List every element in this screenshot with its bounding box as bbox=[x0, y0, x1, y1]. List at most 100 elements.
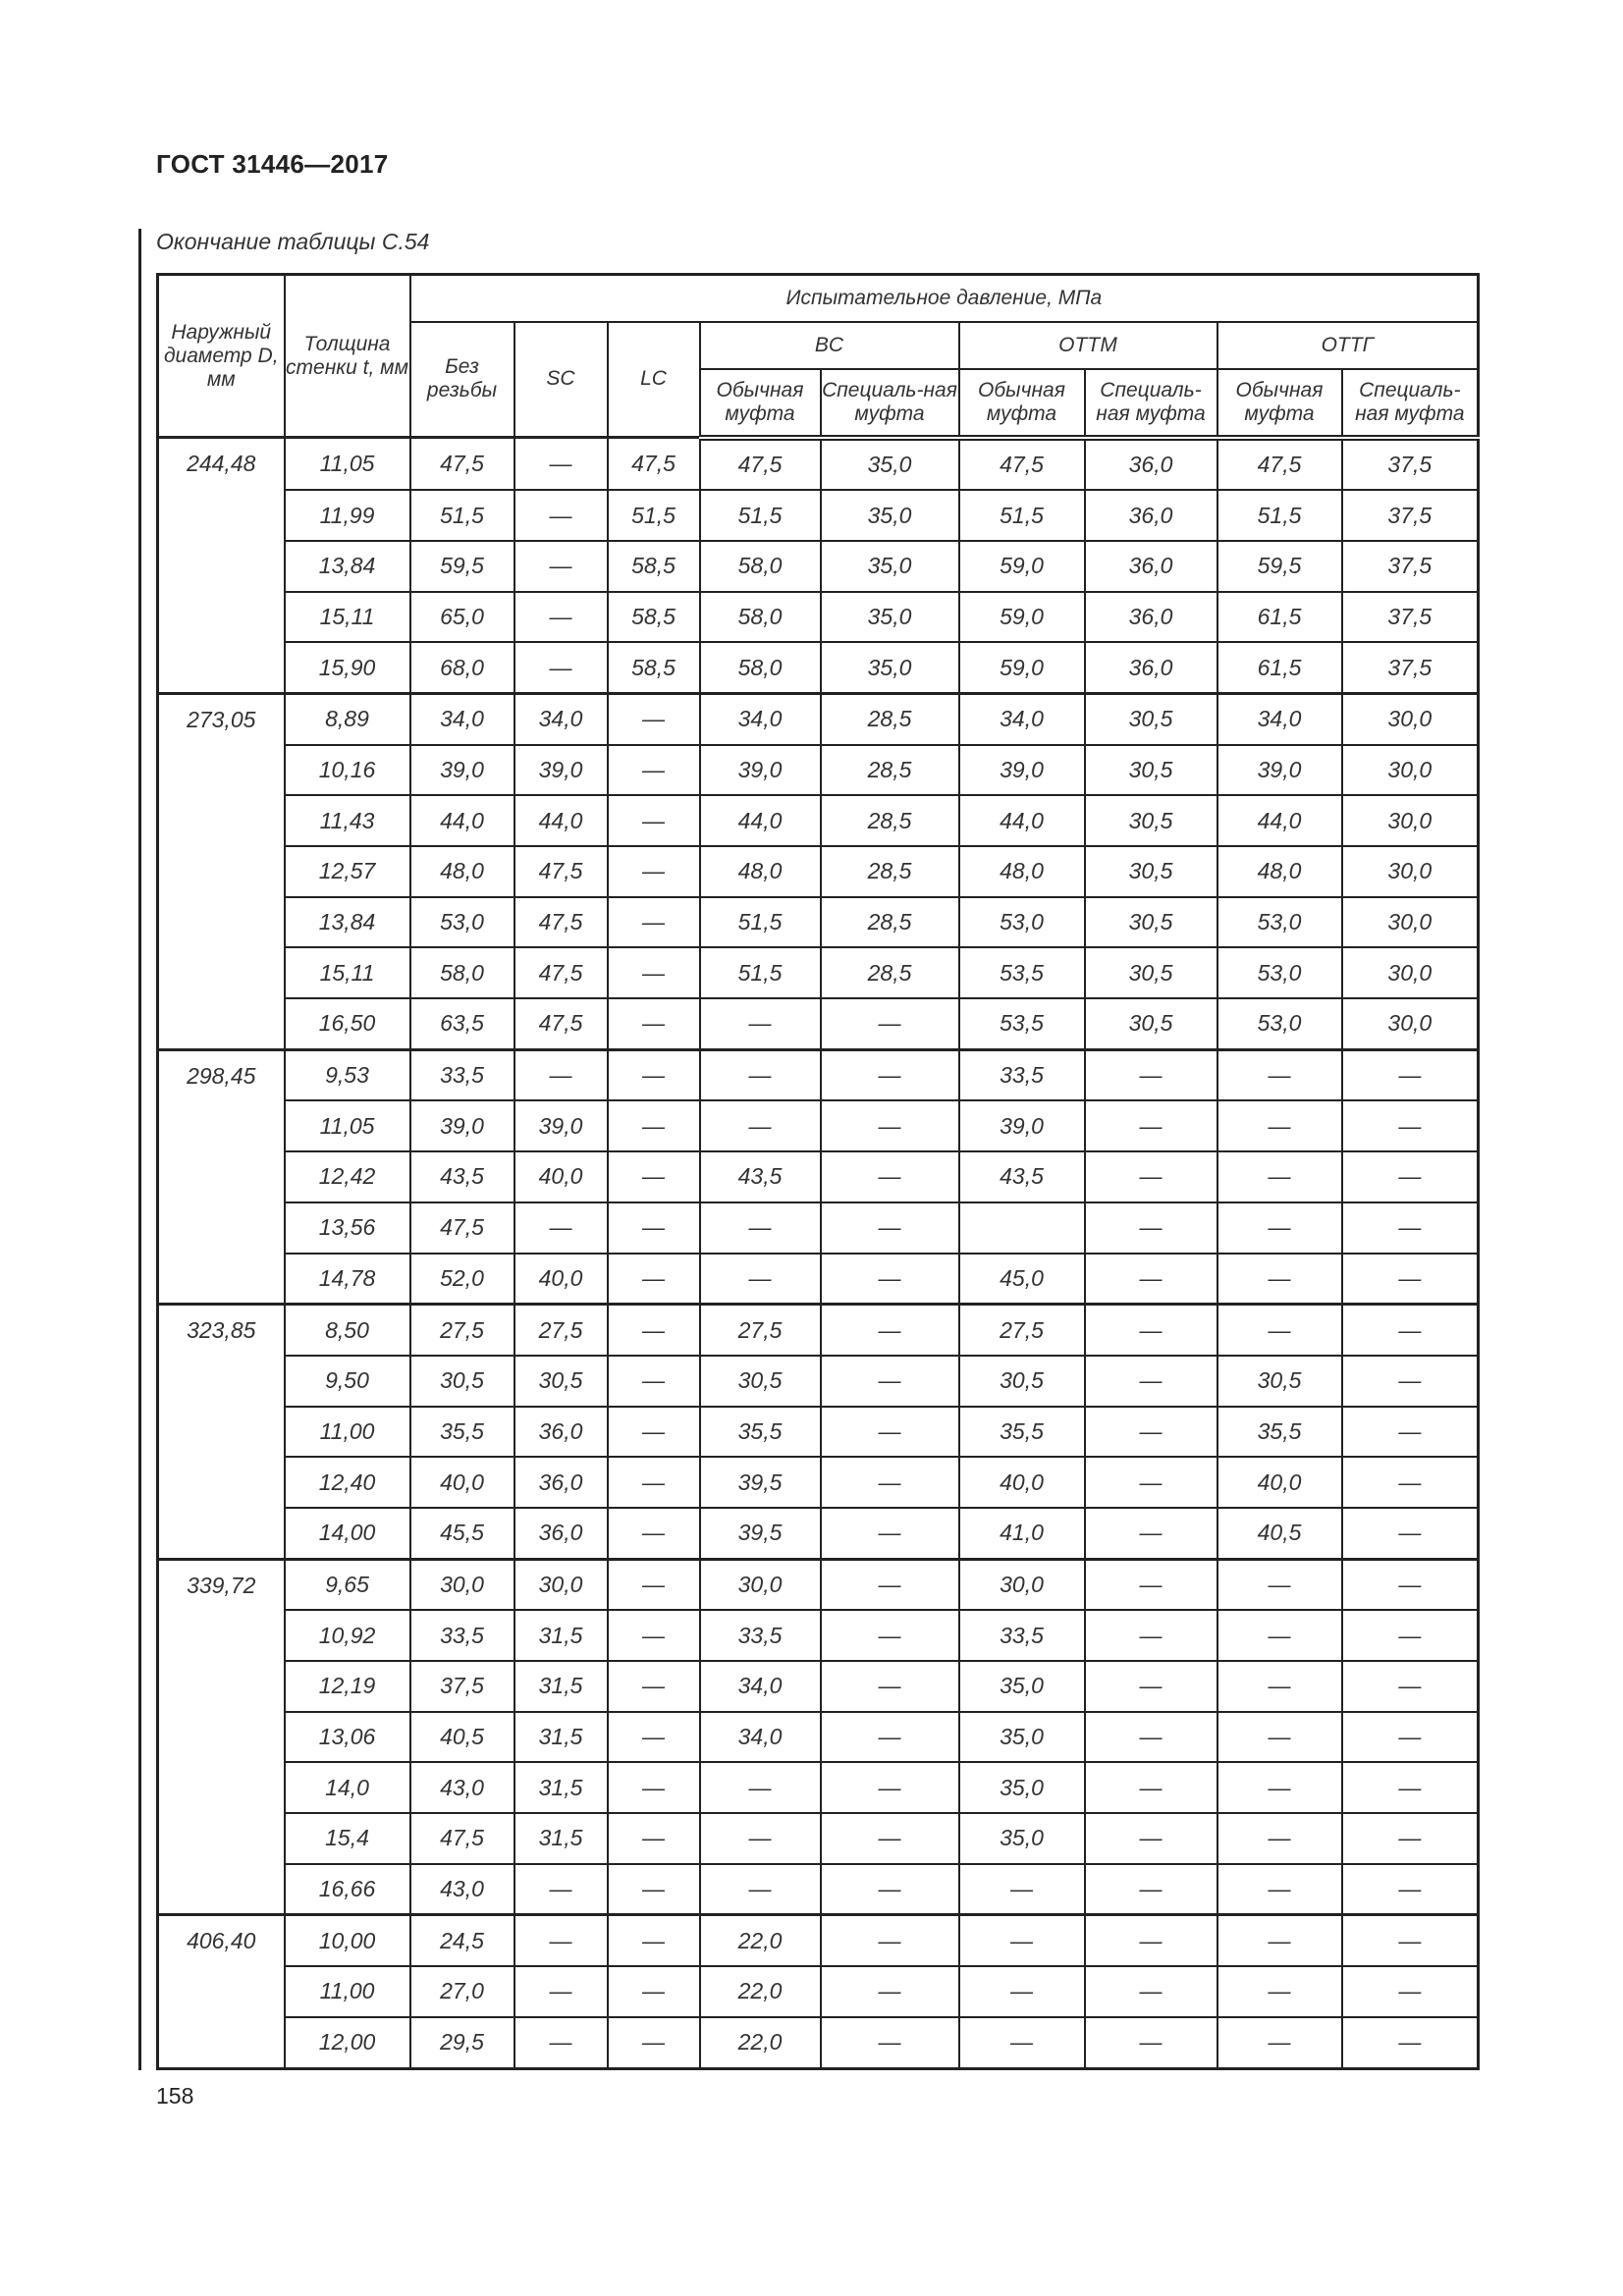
cell-bc-regular: 33,5 bbox=[698, 1609, 822, 1662]
table-row: 14,0 43,0 31,5— — —35,0— — — bbox=[158, 1761, 1480, 1815]
cell-ottg-special: — bbox=[1340, 1201, 1480, 1255]
cell-no-thread: 39,0 bbox=[408, 743, 515, 797]
cell-no-thread: 47,5 bbox=[408, 1201, 515, 1255]
table-row: 14,00 45,5 36,0—39,5—41,0—40,5— bbox=[158, 1506, 1480, 1561]
table-row: 9,50 30,5 30,5—30,5—30,5—30,5— bbox=[158, 1354, 1480, 1408]
cell-lc: — bbox=[606, 1965, 701, 2018]
cell-ottg-regular: 53,0 bbox=[1216, 895, 1343, 949]
cell-bc-regular: 47,5 bbox=[698, 436, 822, 492]
cell-lc: — bbox=[606, 1252, 701, 1306]
cell-thickness: 14,00 bbox=[283, 1506, 411, 1561]
cell-bc-regular: 39,0 bbox=[698, 743, 822, 797]
cell-bc-special: 28,5 bbox=[819, 845, 960, 898]
cell-ottm-regular: 35,0 bbox=[957, 1812, 1086, 1865]
cell-ottg-regular: — bbox=[1216, 1303, 1343, 1357]
header-bc-regular: Обычная муфта bbox=[698, 367, 822, 441]
cell-thickness: 13,84 bbox=[283, 895, 411, 949]
cell-ottg-special: 30,0 bbox=[1340, 895, 1480, 949]
header-ottg-regular: Обычная муфта bbox=[1216, 367, 1343, 441]
cell-ottm-regular: 53,5 bbox=[957, 997, 1086, 1051]
cell-thickness: 12,57 bbox=[283, 845, 411, 898]
cell-ottg-regular: 39,0 bbox=[1216, 743, 1343, 797]
table-row: 323,85 8,50 27,5 27,5—27,5—27,5— — — bbox=[156, 1303, 1480, 1561]
cell-ottm-special: — bbox=[1083, 1201, 1218, 1255]
cell-ottm-regular: 59,0 bbox=[957, 539, 1086, 593]
cell-lc: 58,5 bbox=[606, 641, 701, 695]
cell-sc: — bbox=[513, 1047, 609, 1102]
cell-ottm-regular: 47,5 bbox=[957, 436, 1086, 492]
cell-bc-special: — bbox=[819, 1761, 960, 1815]
cell-ottg-regular: — bbox=[1216, 1965, 1343, 2018]
cell-ottg-special: 30,0 bbox=[1340, 997, 1480, 1051]
cell-ottm-regular: 53,0 bbox=[957, 895, 1086, 949]
cell-ottm-regular: 35,0 bbox=[957, 1660, 1086, 1713]
cell-no-thread: 63,5 bbox=[408, 997, 515, 1051]
cell-ottm-special: 30,5 bbox=[1083, 997, 1218, 1051]
cell-ottm-regular: 33,5 bbox=[957, 1047, 1086, 1102]
cell-lc: — bbox=[606, 997, 701, 1051]
cell-lc: — bbox=[606, 743, 701, 797]
cell-sc: 39,0 bbox=[513, 743, 609, 797]
cell-bc-special: — bbox=[819, 1913, 960, 1968]
cell-bc-regular: — bbox=[698, 1812, 822, 1865]
cell-bc-special: — bbox=[819, 2015, 960, 2070]
cell-bc-regular: — bbox=[698, 1201, 822, 1255]
cell-bc-regular: 30,0 bbox=[698, 1557, 822, 1612]
cell-sc: — bbox=[513, 489, 609, 542]
cell-ottg-special: 30,0 bbox=[1340, 794, 1480, 847]
cell-bc-special: — bbox=[819, 1456, 960, 1509]
cell-lc: — bbox=[606, 1354, 701, 1408]
cell-lc: — bbox=[606, 1557, 701, 1612]
cell-bc-regular: 51,5 bbox=[698, 946, 822, 1000]
cell-bc-special: — bbox=[819, 997, 960, 1051]
cell-ottg-special: — bbox=[1340, 1557, 1480, 1612]
cell-ottm-special: 36,0 bbox=[1083, 590, 1218, 644]
table-row: 339,72 9,65 30,0 30,0—30,0—30,0— — — bbox=[156, 1557, 1480, 1916]
cell-no-thread: 27,0 bbox=[408, 1965, 515, 2018]
cell-ottm-special: — bbox=[1083, 1609, 1218, 1662]
cell-sc: 31,5 bbox=[513, 1761, 609, 1815]
cell-no-thread: 34,0 bbox=[408, 691, 515, 746]
header-ottm-special: Специаль-ная муфта bbox=[1083, 367, 1218, 441]
cell-ottg-regular: 35,5 bbox=[1216, 1405, 1343, 1459]
cell-ottm-special: 30,5 bbox=[1083, 895, 1218, 949]
cell-thickness: 11,00 bbox=[283, 1965, 411, 2018]
cell-ottg-special: — bbox=[1340, 2015, 1480, 2070]
cell-bc-special: — bbox=[819, 1354, 960, 1408]
table-row: 298,45 9,53 33,5— — — —33,5— — — bbox=[156, 1047, 1480, 1306]
cell-ottm-regular: 43,5 bbox=[957, 1150, 1086, 1203]
header-sc: SC bbox=[513, 320, 609, 439]
cell-ottm-special: — bbox=[1083, 1405, 1218, 1459]
table-row: 13,84 53,0 47,5—51,5 28,5 53,0 30,5 53,0 30,0 bbox=[158, 895, 1480, 949]
cell-sc: 39,0 bbox=[513, 1099, 609, 1153]
cell-no-thread: 59,5 bbox=[408, 539, 515, 593]
cell-ottm-special: — bbox=[1083, 1506, 1218, 1561]
cell-bc-special: — bbox=[819, 1252, 960, 1306]
cell-sc: 34,0 bbox=[513, 691, 609, 746]
cell-ottm-regular: 35,0 bbox=[957, 1710, 1086, 1764]
cell-lc: 58,5 bbox=[606, 539, 701, 593]
cell-ottg-special: 30,0 bbox=[1340, 691, 1480, 746]
cell-lc: 47,5 bbox=[606, 436, 701, 492]
table-row: 11,05 39,0 39,0— — —39,0— — — bbox=[158, 1099, 1480, 1153]
cell-bc-regular: 22,0 bbox=[698, 1965, 822, 2018]
cell-ottm-regular: 59,0 bbox=[957, 641, 1086, 695]
cell-bc-regular: — bbox=[698, 1761, 822, 1815]
cell-ottm-special: — bbox=[1083, 1965, 1218, 2018]
cell-thickness: 13,84 bbox=[283, 539, 411, 593]
cell-ottg-regular: 47,5 bbox=[1216, 436, 1343, 492]
cell-ottm-special: — bbox=[1083, 1557, 1218, 1612]
cell-lc: — bbox=[606, 1456, 701, 1509]
cell-thickness: 11,99 bbox=[283, 489, 411, 542]
cell-bc-special: 28,5 bbox=[819, 895, 960, 949]
cell-lc: — bbox=[606, 845, 701, 898]
cell-bc-special: 28,5 bbox=[819, 691, 960, 746]
cell-ottm-regular: 27,5 bbox=[957, 1303, 1086, 1357]
cell-ottg-special: — bbox=[1340, 1862, 1480, 1916]
cell-sc: 31,5 bbox=[513, 1710, 609, 1764]
cell-lc: — bbox=[606, 1862, 701, 1916]
cell-ottg-special: — bbox=[1340, 1660, 1480, 1713]
cell-no-thread: 39,0 bbox=[408, 1099, 515, 1153]
header-ottm: ОТТМ bbox=[957, 320, 1218, 370]
cell-ottg-regular: — bbox=[1216, 1201, 1343, 1255]
